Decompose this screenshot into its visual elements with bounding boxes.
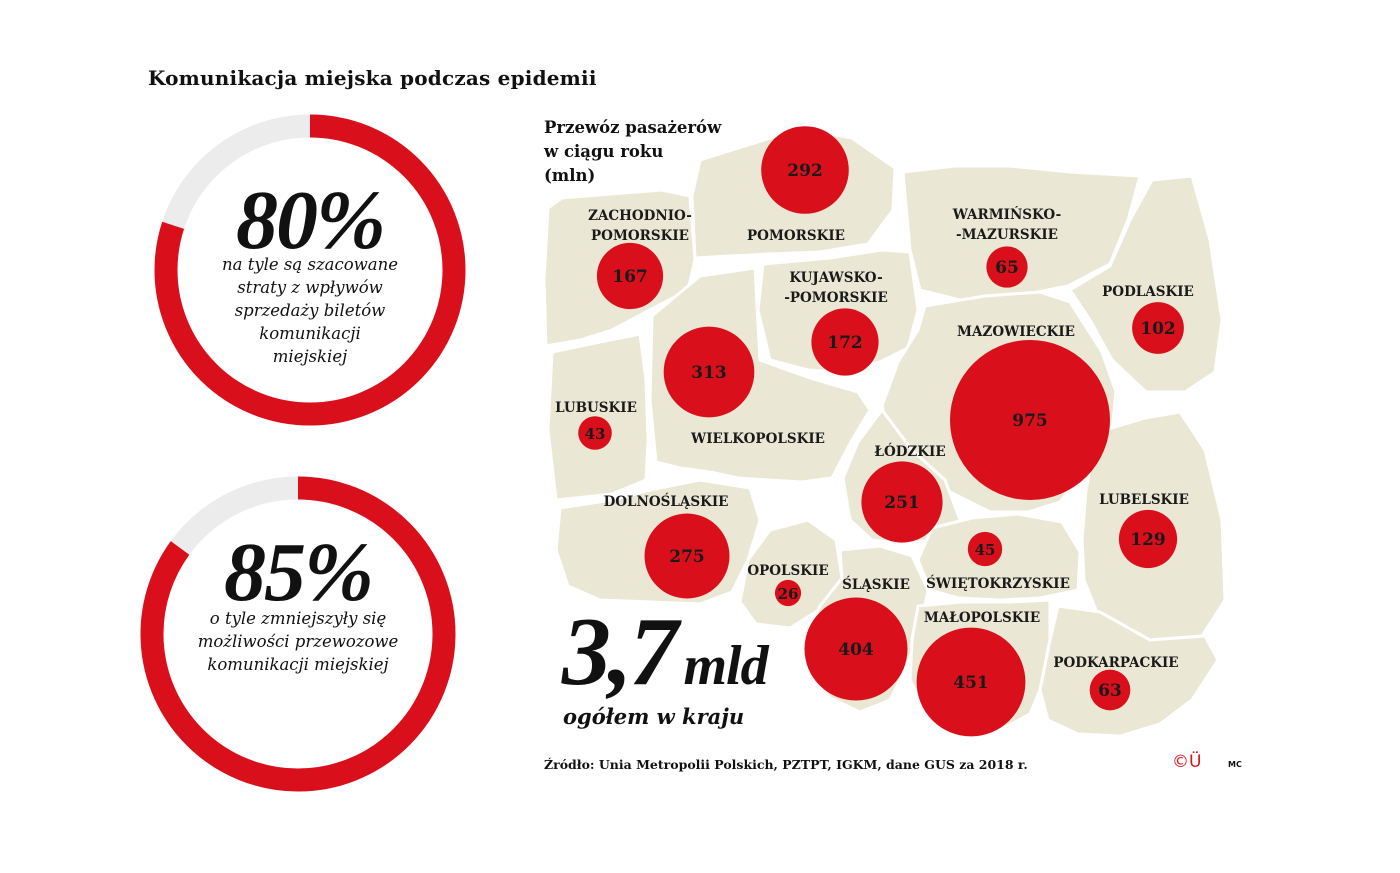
map-title: Przewóz pasażerów w ciągu roku (mln) bbox=[544, 116, 721, 188]
bubble-wielkopolskie bbox=[663, 326, 755, 418]
bubble-podkarpackie bbox=[1089, 669, 1131, 711]
total-number: 3,7 bbox=[562, 598, 678, 706]
stat-description: o tyle zmniejszyły się możliwości przewo… bbox=[134, 607, 462, 676]
bubble-dolnośląskie bbox=[644, 513, 730, 599]
bubble-lubelskie bbox=[1118, 509, 1178, 569]
bubble-value-dolnośląskie: 275 bbox=[669, 547, 705, 567]
bubble-value-małopolskie: 451 bbox=[953, 673, 989, 693]
desc-line: na tyle są szacowane bbox=[221, 255, 399, 274]
map-title-line: w ciągu roku bbox=[544, 142, 664, 161]
region-label-kujawsko-pomorskie: -POMORSKIE bbox=[784, 290, 888, 306]
region-shape-opolskie bbox=[738, 518, 844, 630]
bubble-opolskie bbox=[774, 579, 802, 607]
bubble-value-lubelskie: 129 bbox=[1130, 530, 1166, 550]
bubble-pomorskie bbox=[761, 126, 849, 214]
region-label-lubelskie: LUBELSKIE bbox=[1099, 492, 1189, 508]
region-shape-podlaskie bbox=[1068, 174, 1224, 394]
bubble-value-podkarpackie: 63 bbox=[1098, 681, 1122, 701]
region-label-łódzkie: ŁÓDZKIE bbox=[874, 443, 945, 460]
region-label-kujawsko-pomorskie: KUJAWSKO- bbox=[789, 270, 882, 286]
desc-line: o tyle zmniejszyły się bbox=[209, 609, 387, 628]
bubble-value-podlaskie: 102 bbox=[1140, 319, 1176, 339]
map-title-line: Przewóz pasażerów bbox=[544, 118, 722, 137]
region-label-warmińsko-mazurskie: -MAZURSKIE bbox=[956, 227, 1058, 243]
donut-ring bbox=[154, 114, 466, 426]
stat-percent: 85% bbox=[224, 526, 374, 619]
bubble-value-mazowieckie: 975 bbox=[1012, 411, 1048, 431]
bubble-łódzkie bbox=[861, 461, 943, 543]
bubble-value-opolskie: 26 bbox=[778, 585, 799, 603]
region-label-śląskie: ŚLĄSKIE bbox=[842, 576, 910, 593]
bubble-value-zachodnio-pomorskie: 167 bbox=[612, 267, 648, 287]
donut-chart-capacity: 85% o tyle zmniejszyły się możliwości pr… bbox=[134, 470, 462, 798]
desc-line: straty z wpływów bbox=[237, 278, 383, 297]
bubble-śląskie bbox=[804, 597, 908, 701]
region-label-świętokrzyskie: ŚWIĘTOKRZYSKIE bbox=[926, 575, 1070, 592]
page-title: Komunikacja miejska podczas epidemii bbox=[148, 66, 597, 90]
region-label-lubuskie: LUBUSKIE bbox=[555, 400, 637, 416]
region-label-dolnośląskie: DOLNOŚLĄSKIE bbox=[604, 493, 729, 510]
bubble-value-lubuskie: 43 bbox=[585, 425, 606, 443]
region-label-mazowieckie: MAZOWIECKIE bbox=[957, 324, 1075, 340]
region-label-podlaskie: PODLASKIE bbox=[1102, 284, 1194, 300]
total-label: ogółem w kraju bbox=[563, 704, 745, 729]
source-note: Źródło: Unia Metropolii Polskich, PZTPT,… bbox=[544, 757, 1028, 772]
desc-line: sprzedaży biletów bbox=[234, 301, 386, 320]
bubble-value-śląskie: 404 bbox=[838, 640, 874, 660]
bubble-warmińsko-mazurskie bbox=[986, 246, 1028, 288]
region-label-podkarpackie: PODKARPACKIE bbox=[1053, 655, 1178, 671]
bubble-lubuskie bbox=[578, 416, 612, 450]
bubble-zachodnio-pomorskie bbox=[596, 242, 664, 310]
region-shape-wielkopolskie bbox=[648, 266, 872, 484]
donut-chart-losses: 80% na tyle są szacowane straty z wpływó… bbox=[148, 108, 472, 432]
bubble-value-wielkopolskie: 313 bbox=[691, 363, 727, 383]
desc-line: komunikacji miejskiej bbox=[207, 655, 389, 674]
bubble-value-kujawsko-pomorskie: 172 bbox=[827, 333, 863, 353]
author-initials: MC bbox=[1228, 760, 1242, 769]
total-value: 3,7 mld bbox=[562, 602, 769, 716]
bubble-kujawsko-pomorskie bbox=[811, 308, 879, 376]
region-label-wielkopolskie: WIELKOPOLSKIE bbox=[690, 431, 825, 447]
region-label-opolskie: OPOLSKIE bbox=[747, 563, 828, 579]
total-unit: mld bbox=[683, 635, 769, 697]
bubble-value-świętokrzyskie: 45 bbox=[975, 541, 996, 559]
stat-description: na tyle są szacowane straty z wpływów sp… bbox=[148, 253, 472, 368]
donut-arc bbox=[140, 476, 456, 792]
stat-percent: 80% bbox=[236, 174, 386, 267]
desc-line: możliwości przewozowe bbox=[197, 632, 399, 651]
region-label-warmińsko-mazurskie: WARMIŃSKO- bbox=[952, 207, 1062, 223]
region-label-zachodnio-pomorskie: POMORSKIE bbox=[591, 228, 689, 244]
region-label-zachodnio-pomorskie: ZACHODNIO- bbox=[588, 208, 692, 224]
bubble-value-pomorskie: 292 bbox=[787, 161, 823, 181]
bubble-value-warmińsko-mazurskie: 65 bbox=[995, 258, 1019, 278]
bubble-świętokrzyskie bbox=[967, 531, 1003, 567]
region-shape-podkarpackie bbox=[1038, 604, 1220, 738]
bubble-podlaskie bbox=[1132, 302, 1184, 354]
region-label-małopolskie: MAŁOPOLSKIE bbox=[924, 610, 1040, 626]
desc-line: komunikacji bbox=[259, 324, 361, 343]
publisher-logo: ©Ü bbox=[1172, 752, 1202, 772]
donut-ring bbox=[140, 476, 456, 792]
map-title-line: (mln) bbox=[544, 166, 596, 185]
bubble-value-łódzkie: 251 bbox=[884, 493, 920, 513]
bubble-mazowieckie bbox=[950, 340, 1110, 500]
desc-line: miejskiej bbox=[272, 347, 348, 366]
bubble-małopolskie bbox=[916, 627, 1026, 737]
donut-arc bbox=[154, 114, 466, 426]
region-label-pomorskie: POMORSKIE bbox=[747, 228, 845, 244]
